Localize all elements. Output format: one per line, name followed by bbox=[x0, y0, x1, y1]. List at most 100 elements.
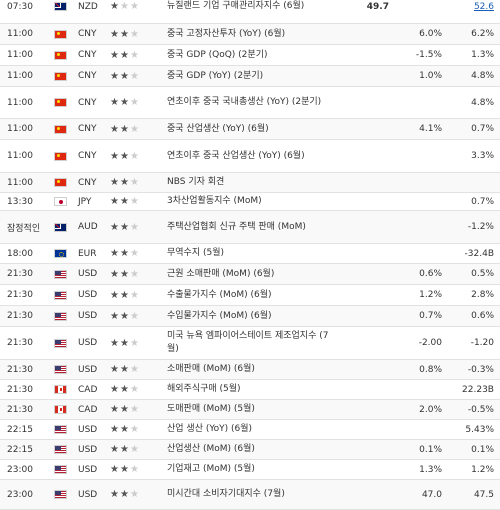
importance-stars: ★★★ bbox=[110, 269, 167, 280]
currency-code: CNY bbox=[78, 50, 97, 60]
country-flag-icon bbox=[54, 290, 76, 300]
star-filled-icon: ★ bbox=[110, 489, 120, 500]
star-filled-icon: ★ bbox=[110, 337, 120, 349]
forecast-value: -1.5% bbox=[415, 50, 442, 60]
event-name-link[interactable]: 산업 생산 (YoY) (6월) bbox=[167, 424, 253, 434]
calendar-row[interactable]: 07:30 NZD ★★★ 뉴질랜드 기업 구매관리자지수 (6월) 49.7 … bbox=[0, 0, 500, 24]
currency-code: USD bbox=[78, 290, 98, 300]
calendar-row[interactable]: 23:00 USD ★★★ 미시간대 소비자기대지수 (7월) 47.0 47.… bbox=[0, 480, 500, 510]
currency-code: USD bbox=[78, 338, 98, 348]
event-name-link[interactable]: 미국 뉴욕 엠파이어스테이트 제조업지수 (7월) bbox=[167, 331, 329, 354]
calendar-row[interactable]: 잠정적인 AUD ★★★ 주택산업협회 신규 주택 판매 (MoM) -1.2% bbox=[0, 211, 500, 244]
event-time: 21:30 bbox=[7, 404, 33, 415]
event-time: 21:30 bbox=[7, 384, 33, 395]
star-empty-icon: ★ bbox=[129, 384, 140, 395]
forecast-value: 0.6% bbox=[419, 269, 442, 279]
star-filled-icon: ★ bbox=[119, 49, 130, 61]
star-empty-icon: ★ bbox=[129, 268, 140, 280]
country-flag-icon bbox=[54, 222, 76, 232]
importance-stars: ★★★ bbox=[110, 290, 167, 301]
star-filled-icon: ★ bbox=[110, 444, 120, 455]
star-empty-icon: ★ bbox=[129, 310, 140, 322]
calendar-row[interactable]: 11:00 CNY ★★★ NBS 기자 회견 bbox=[0, 173, 500, 193]
star-filled-icon: ★ bbox=[110, 384, 120, 395]
calendar-row[interactable]: 21:30 USD ★★★ 근원 소매판매 (MoM) (6월) 0.6% 0.… bbox=[0, 264, 500, 285]
previous-value: 2.8% bbox=[471, 290, 494, 300]
importance-stars: ★★★ bbox=[110, 338, 167, 349]
forecast-value: 0.1% bbox=[419, 444, 442, 455]
event-time: 13:30 bbox=[7, 196, 33, 207]
previous-value: 0.7% bbox=[471, 196, 494, 207]
calendar-row[interactable]: 21:30 CAD ★★★ 도매판매 (MoM) (5월) 2.0% -0.5% bbox=[0, 400, 500, 420]
importance-stars: ★★★ bbox=[110, 364, 167, 375]
calendar-row[interactable]: 11:00 CNY ★★★ 중국 고정자산투자 (YoY) (6월) 6.0% … bbox=[0, 24, 500, 45]
star-empty-icon: ★ bbox=[129, 289, 140, 301]
forecast-value: 0.8% bbox=[419, 364, 442, 375]
event-name-link[interactable]: 중국 GDP (QoQ) (2분기) bbox=[167, 49, 268, 60]
calendar-row[interactable]: 11:00 CNY ★★★ 중국 GDP (YoY) (2분기) 1.0% 4.… bbox=[0, 66, 500, 87]
calendar-row[interactable]: 21:30 CAD ★★★ 해외주식구매 (5월) 22.23B bbox=[0, 380, 500, 400]
event-name-link[interactable]: 소매판매 (MoM) (6월) bbox=[167, 364, 255, 374]
event-name-link[interactable]: 해외주식구매 (5월) bbox=[167, 384, 241, 394]
currency-code: CNY bbox=[78, 151, 97, 161]
calendar-row[interactable]: 11:00 CNY ★★★ 연초이후 중국 산업생산 (YoY) (6월) 3.… bbox=[0, 140, 500, 173]
star-filled-icon: ★ bbox=[110, 150, 120, 162]
calendar-row[interactable]: 23:00 USD ★★★ 기업재고 (MoM) (5월) 1.3% 1.2% bbox=[0, 460, 500, 480]
importance-stars: ★★★ bbox=[110, 29, 167, 40]
calendar-row[interactable]: 13:30 JPY ★★★ 3차산업활동지수 (MoM) 0.7% bbox=[0, 193, 500, 211]
event-name-link[interactable]: 근원 소매판매 (MoM) (6월) bbox=[167, 268, 275, 279]
event-time: 21:30 bbox=[7, 311, 33, 321]
event-name-link[interactable]: 중국 고정자산투자 (YoY) (6월) bbox=[167, 28, 286, 39]
currency-code: NZD bbox=[78, 1, 98, 12]
star-filled-icon: ★ bbox=[119, 404, 130, 415]
event-name-link[interactable]: 3차산업활동지수 (MoM) bbox=[167, 196, 262, 206]
calendar-row[interactable]: 21:30 USD ★★★ 미국 뉴욕 엠파이어스테이트 제조업지수 (7월) … bbox=[0, 327, 500, 360]
country-flag-icon bbox=[54, 249, 76, 258]
star-filled-icon: ★ bbox=[110, 70, 120, 82]
country-flag-icon bbox=[54, 445, 76, 454]
event-name-link[interactable]: 수입물가지수 (MoM) (6월) bbox=[167, 310, 272, 321]
event-time: 11:00 bbox=[7, 29, 33, 39]
importance-stars: ★★★ bbox=[110, 124, 167, 135]
calendar-row[interactable]: 21:30 USD ★★★ 수입물가지수 (MoM) (6월) 0.7% 0.6… bbox=[0, 306, 500, 327]
forecast-value: 1.3% bbox=[419, 464, 442, 475]
event-name-link[interactable]: 수출물가지수 (MoM) (6월) bbox=[167, 289, 272, 300]
event-time: 11:00 bbox=[7, 177, 33, 188]
calendar-row[interactable]: 21:30 USD ★★★ 소매판매 (MoM) (6월) 0.8% -0.3% bbox=[0, 360, 500, 380]
country-flag-icon bbox=[54, 151, 76, 161]
event-name-link[interactable]: 도매판매 (MoM) (5월) bbox=[167, 404, 255, 414]
calendar-row[interactable]: 11:00 CNY ★★★ 중국 산업생산 (YoY) (6월) 4.1% 0.… bbox=[0, 119, 500, 140]
event-name-link[interactable]: 미시간대 소비자기대지수 (7월) bbox=[167, 489, 285, 499]
event-name-link[interactable]: NBS 기자 회견 bbox=[167, 177, 225, 187]
event-name-link[interactable]: 연초이후 중국 국내총생산 (YoY) (2분기) bbox=[167, 97, 322, 107]
event-name-link[interactable]: 연초이후 중국 산업생산 (YoY) (6월) bbox=[167, 150, 305, 161]
event-name-link[interactable]: 중국 산업생산 (YoY) (6월) bbox=[167, 123, 269, 134]
calendar-row[interactable]: 22:15 USD ★★★ 산업생산 (MoM) (6월) 0.1% 0.1% bbox=[0, 440, 500, 460]
country-flag-icon bbox=[54, 425, 76, 434]
calendar-row[interactable]: 11:00 CNY ★★★ 중국 GDP (QoQ) (2분기) -1.5% 1… bbox=[0, 45, 500, 66]
calendar-row[interactable]: 21:30 USD ★★★ 수출물가지수 (MoM) (6월) 1.2% 2.8… bbox=[0, 285, 500, 306]
event-name-link[interactable]: 중국 GDP (YoY) (2분기) bbox=[167, 70, 264, 81]
star-filled-icon: ★ bbox=[110, 28, 120, 40]
calendar-row[interactable]: 22:15 USD ★★★ 산업 생산 (YoY) (6월) 5.43% bbox=[0, 420, 500, 440]
star-filled-icon: ★ bbox=[119, 384, 130, 395]
event-name-link[interactable]: 주택산업협회 신규 주택 판매 (MoM) bbox=[167, 221, 306, 232]
event-name-link[interactable]: 산업생산 (MoM) (6월) bbox=[167, 444, 255, 454]
previous-value[interactable]: 52.6 bbox=[473, 1, 494, 12]
previous-value: -1.20 bbox=[470, 338, 494, 348]
event-time: 21:30 bbox=[7, 338, 33, 348]
star-filled-icon: ★ bbox=[110, 196, 120, 207]
star-empty-icon: ★ bbox=[129, 337, 140, 349]
event-name-link[interactable]: 기업재고 (MoM) (5월) bbox=[167, 464, 255, 474]
country-flag-icon bbox=[54, 197, 76, 206]
event-name-link[interactable]: 뉴질랜드 기업 구매관리자지수 (6월) bbox=[167, 1, 305, 11]
forecast-value: 0.7% bbox=[419, 311, 442, 321]
event-name-link[interactable]: 무역수지 (5월) bbox=[167, 248, 225, 258]
country-flag-icon bbox=[54, 365, 76, 374]
calendar-row[interactable]: 18:00 EUR ★★★ 무역수지 (5월) -32.4B bbox=[0, 244, 500, 264]
importance-stars: ★★★ bbox=[110, 222, 167, 233]
currency-code: CAD bbox=[78, 384, 98, 395]
previous-value: 3.3% bbox=[471, 151, 494, 161]
country-flag-icon bbox=[54, 311, 76, 321]
calendar-row[interactable]: 11:00 CNY ★★★ 연초이후 중국 국내총생산 (YoY) (2분기) … bbox=[0, 87, 500, 119]
